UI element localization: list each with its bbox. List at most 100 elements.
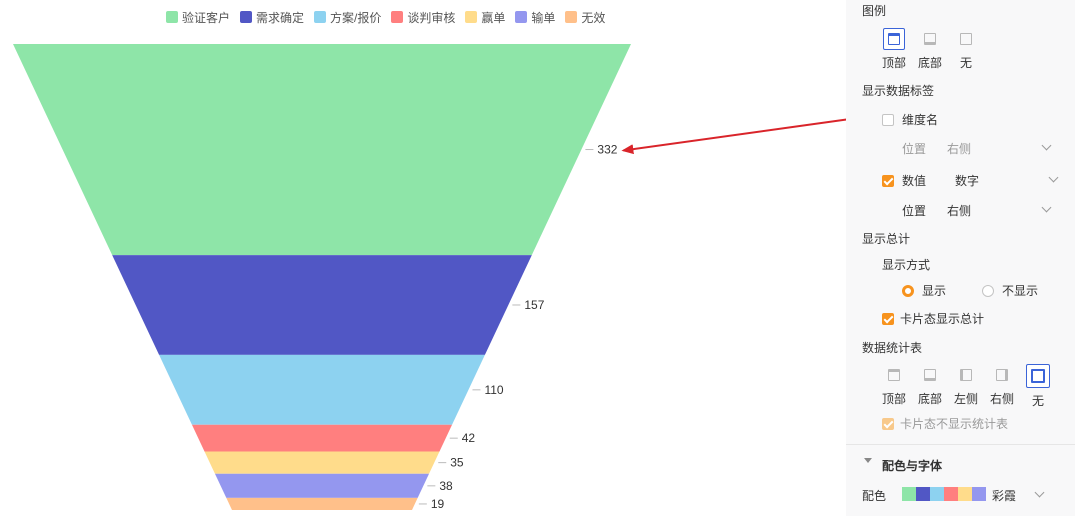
- chevron-down-icon: [1041, 202, 1052, 213]
- legend-swatch: [314, 11, 327, 23]
- value-type-select[interactable]: 数字: [955, 174, 980, 188]
- funnel-segment[interactable]: [214, 473, 430, 498]
- display-mode-label: 显示方式: [882, 258, 931, 272]
- card-total-checkbox[interactable]: [882, 312, 894, 325]
- dimension-name-label: 维度名: [902, 113, 939, 127]
- total-section-title: 显示总计: [862, 232, 911, 246]
- hide-total-radio[interactable]: [982, 284, 994, 297]
- legend-bottom-label: 底部: [917, 56, 942, 70]
- card-no-stats-label: 卡片态不显示统计表: [900, 417, 1009, 431]
- funnel-value-label: 38: [439, 479, 453, 493]
- legend-top-label: 顶部: [881, 56, 906, 70]
- funnel-value-label: 19: [431, 497, 445, 511]
- show-total-label: 显示: [922, 284, 947, 298]
- legend-label: 赢单: [481, 10, 506, 25]
- funnel-chart-area: 验证客户 需求确定 方案/报价 谈判审核 赢单 输单 无效 332 157 110 42 35 38 1…: [13, 9, 631, 511]
- funnel-chart: 332 157 110 42 35 38 19: [13, 44, 631, 511]
- funnel-value-label: 35: [450, 456, 464, 470]
- palette-swatches[interactable]: [902, 487, 986, 501]
- chevron-down-icon[interactable]: [1034, 487, 1045, 498]
- legend-top-option[interactable]: 顶部: [876, 28, 912, 71]
- funnel-segment[interactable]: [13, 44, 631, 256]
- stats-none-icon: [1026, 364, 1050, 388]
- dimension-position-select[interactable]: 右侧: [947, 142, 972, 156]
- legend-label: 需求确定: [256, 10, 305, 25]
- palette-swatch: [944, 487, 958, 501]
- legend-item[interactable]: 谈判审核: [391, 9, 455, 25]
- stats-top-option[interactable]: 顶部: [876, 364, 912, 407]
- card-total-row: 卡片态显示总计: [882, 310, 984, 327]
- stats-top-label: 顶部: [881, 392, 906, 406]
- funnel-value-label: 157: [524, 298, 544, 312]
- funnel-segment[interactable]: [204, 451, 440, 474]
- legend-swatch: [391, 11, 404, 23]
- stats-none-option[interactable]: 无: [1020, 364, 1056, 409]
- hide-total-radio-row[interactable]: 不显示: [982, 282, 1038, 299]
- value-position-select[interactable]: 右侧: [947, 204, 972, 218]
- stats-left-icon: [955, 364, 977, 386]
- dimension-name-row: 维度名: [882, 111, 938, 128]
- stats-right-label: 右侧: [989, 392, 1014, 406]
- stats-left-option[interactable]: 左侧: [948, 364, 984, 407]
- legend-item[interactable]: 需求确定: [240, 9, 304, 25]
- legend-label: 无效: [581, 10, 606, 25]
- legend-label: 输单: [531, 10, 556, 25]
- panel-divider: [846, 444, 1075, 445]
- legend-label: 方案/报价: [330, 10, 382, 25]
- legend-label: 谈判审核: [407, 10, 456, 25]
- value-checkbox[interactable]: [882, 174, 894, 187]
- stats-bottom-option[interactable]: 底部: [912, 364, 948, 407]
- legend-none-option[interactable]: 无: [948, 28, 984, 71]
- funnel-value-label: 42: [462, 431, 476, 445]
- show-total-radio[interactable]: [902, 284, 914, 297]
- collapse-caret-icon[interactable]: [864, 458, 872, 463]
- stats-right-icon: [991, 364, 1013, 386]
- stats-left-label: 左侧: [953, 392, 978, 406]
- legend-item[interactable]: 无效: [565, 9, 605, 25]
- card-no-stats-checkbox[interactable]: [882, 417, 894, 430]
- legend-swatch: [166, 11, 178, 23]
- legend-swatch: [465, 11, 478, 23]
- legend-swatch: [240, 11, 253, 23]
- stats-none-label: 无: [1031, 394, 1044, 408]
- legend-item[interactable]: 方案/报价: [314, 9, 381, 25]
- funnel-segment[interactable]: [191, 424, 453, 452]
- chevron-down-icon: [1041, 140, 1052, 151]
- stats-bottom-icon: [919, 364, 941, 386]
- palette-swatch: [902, 487, 916, 501]
- legend-swatch: [565, 11, 578, 23]
- funnel-value-label: 110: [484, 383, 503, 397]
- funnel-value-label: 332: [597, 143, 617, 157]
- legend-bottom-icon: [919, 28, 941, 50]
- dimension-position-label: 位置: [902, 142, 927, 156]
- color-font-section-title[interactable]: 配色与字体: [882, 459, 943, 473]
- legend-item[interactable]: 输单: [515, 9, 555, 25]
- palette-swatch: [930, 487, 944, 501]
- stats-table-section-title: 数据统计表: [862, 341, 923, 355]
- data-labels-section-title: 显示数据标签: [862, 84, 935, 98]
- palette-name[interactable]: 彩霞: [992, 489, 1017, 503]
- show-total-radio-row[interactable]: 显示: [902, 282, 946, 299]
- funnel-segment[interactable]: [112, 255, 532, 355]
- stats-bottom-label: 底部: [917, 392, 942, 406]
- palette-swatch: [916, 487, 930, 501]
- funnel-segment[interactable]: [226, 497, 418, 510]
- value-position-label: 位置: [902, 204, 927, 218]
- card-total-label: 卡片态显示总计: [900, 312, 985, 326]
- dimension-name-checkbox[interactable]: [882, 113, 894, 126]
- palette-swatch: [958, 487, 972, 501]
- legend-label: 验证客户: [182, 10, 231, 25]
- legend-swatch: [515, 11, 528, 23]
- legend-none-icon: [955, 28, 977, 50]
- chart-legend: 验证客户 需求确定 方案/报价 谈判审核 赢单 输单 无效: [166, 9, 615, 25]
- legend-item[interactable]: 验证客户: [166, 9, 230, 25]
- legend-bottom-option[interactable]: 底部: [912, 28, 948, 71]
- stats-right-option[interactable]: 右侧: [984, 364, 1020, 407]
- legend-section-title: 图例: [862, 4, 887, 18]
- funnel-segment[interactable]: [159, 354, 485, 425]
- stats-top-icon: [883, 364, 905, 386]
- hide-total-label: 不显示: [1002, 284, 1039, 298]
- legend-item[interactable]: 赢单: [465, 9, 505, 25]
- chevron-down-icon: [1048, 172, 1059, 183]
- legend-top-icon: [883, 28, 905, 50]
